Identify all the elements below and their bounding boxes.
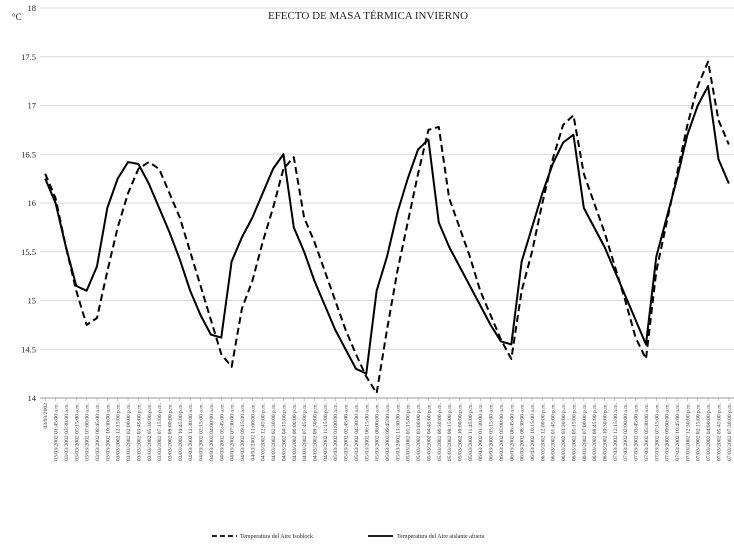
y-tick-label: 14.5 [21,344,36,354]
x-tick-label: 03/03/2002 [43,403,49,429]
x-tick-label: 04/03/2002 12:45:00 p.m. [261,402,267,461]
y-axis-tick-labels: 14 14.5 15 15.5 16 16.5 17 17.5 18 [21,3,37,403]
x-tick-label: 07/03/2002 02:00:00 a.m. [623,402,629,460]
x-tick-label: 07/03/2002 05:45:00 p.m. [716,402,722,461]
y-tick-label: 15.5 [21,247,36,257]
gridlines [40,7,734,399]
x-tick-label: 05/03/2002 06:30:00 p.m. [437,402,443,461]
x-tick-label: 06/03/2002 05:15:00 p.m. [571,402,577,461]
x-tick-label: 06/03/2002 10:30:00 p.m. [603,402,609,461]
legend-label-isoblock: Temperatura del Aire Isoblock [240,534,313,540]
x-tick-label: 07/03/2002 12:30:00 p.m. [685,402,691,461]
chart-title: EFECTO DE MASA TÉRMICA INVIERNO [268,10,468,22]
x-tick-label: 07/03/2002 07:15:00 a.m. [654,402,660,460]
x-tick-label: 06/03/2002 08:30:00 a.m. [520,402,526,460]
x-tick-label: 04/03/2002 11:15:00 p.m. [323,402,329,461]
x-tick-label: 04/03/2002 06:00:00 p.m. [292,402,298,461]
x-tick-label: 07/03/2002 09:00:00 a.m. [665,402,671,460]
x-axis-tick-labels: 03/03/2002 03/03/2002 01:45:00 a.m. 03/03/… [43,398,733,461]
series-line-aislante-afuera [44,85,730,375]
y-tick-label: 16 [28,198,37,208]
x-tick-label: 03/03/2002 05:30:00 p.m. [147,402,153,461]
x-tick-label: 07/03/2002 10:45:00 a.m. [675,402,681,460]
x-tick-label: 04/03/2002 07:45:00 p.m. [302,402,308,461]
x-tick-label: 03/03/2002 05:15:00 a.m. [74,402,80,460]
y-tick-label: 17.5 [21,52,36,62]
x-tick-label: 04/03/2002 04:00:00 a.m. [209,402,215,460]
x-tick-label: 03/03/2002 10:30:00 a.m. [105,402,111,460]
x-tick-label: 05/03/2002 11:30:00 a.m. [395,402,401,460]
y-tick-label: 14 [28,393,37,403]
y-axis-unit-label: °C [12,12,22,22]
x-tick-label: 06/03/2002 03:30:00 p.m. [561,402,567,461]
x-tick-label: 03/03/2002 03:30:00 a.m. [64,402,70,460]
x-tick-label: 05/03/2002 09:45:00 a.m. [385,402,391,460]
x-tick-label: 03/03/2002 07:00:00 a.m. [85,402,91,460]
x-tick-label: 03/03/2002 12:15:00 p.m. [116,402,122,461]
x-tick-label: 04/03/2002 02:30:00 p.m. [271,402,277,461]
x-tick-label: 04/03/2002 09:30:00 p.m. [312,402,318,461]
x-tick-label: 05/03/2002 02:45:00 a.m. [344,402,350,460]
x-tick-label: 03/03/2002 03:45:00 p.m. [136,402,142,461]
x-tick-label: 07/03/2002 04:00:00 p.m. [706,402,712,461]
y-tick-label: 16.5 [21,149,36,159]
y-tick-label: 18 [28,3,37,13]
x-tick-label: 06/03/2002 07:00:00 p.m. [582,402,588,461]
x-tick-label: 05/03/2002 10:00:00 p.m. [458,402,464,461]
x-tick-label: 05/03/2002 01:00:00 a.m. [333,402,339,460]
x-tick-label: 03/03/2002 09:00:00 p.m. [167,402,173,461]
x-tick-label: 07/03/2002 02:15:00 p.m. [696,402,702,461]
y-tick-label: 15 [28,296,37,306]
x-tick-label: 06/03/2002 01:30:00 a.m. [478,402,484,460]
x-tick-label: 03/03/2002 07:15:00 p.m. [157,402,163,461]
x-tick-label: 04/03/2002 05:45:00 a.m. [219,402,225,460]
series-line-isoblock [44,60,730,395]
x-tick-label: 05/03/2002 03:00:00 p.m. [416,402,422,461]
x-tick-label: 03/03/2002 02:00:00 p.m. [126,402,132,461]
x-tick-label: 06/03/2002 06:45:00 a.m. [509,402,515,460]
x-tick-label: 04/03/2002 04:15:00 p.m. [281,402,287,461]
x-tick-label: 06/03/2002 03:15:00 a.m. [489,402,495,460]
x-tick-label: 06/03/2002 01:45:00 p.m. [551,402,557,461]
x-tick-label: 04/03/2002 07:30:00 a.m. [230,402,236,460]
legend-label-aislante: Temperatura del Aire aislante afuera [397,533,485,540]
x-tick-label: 05/03/2002 04:30:00 a.m. [354,402,360,460]
x-tick-label: 03/03/2002 10:45:00 p.m. [178,402,184,461]
x-tick-label: 04/03/2002 11:00:00 a.m. [250,402,256,460]
x-tick-label: 07/03/2002 12:15:00 a.m. [613,402,619,460]
x-tick-label: 06/03/2002 12:00:00 p.m. [540,402,546,461]
x-tick-label: 06/03/2002 10:15:00 a.m. [530,402,536,460]
x-tick-label: 04/03/2002 12:30:00 a.m. [188,402,194,460]
x-tick-label: 04/03/2002 09:15:00 a.m. [240,402,246,460]
x-tick-label: 05/03/2002 11:45:00 p.m. [468,402,474,461]
x-tick-label: 07/03/2002 05:30:00 a.m. [644,402,650,460]
x-tick-label: 03/03/2002 08:45:00 a.m. [95,402,101,460]
x-tick-label: 05/03/2002 01:15:00 p.m. [406,402,412,461]
x-tick-label: 05/03/2002 08:15:00 p.m. [447,402,453,461]
x-tick-label: 05/03/2002 04:45:00 p.m. [426,402,432,461]
x-tick-label: 07/03/2002 07:30:00 p.m. [727,402,733,461]
x-tick-label: 04/03/2002 02:15:00 a.m. [199,402,205,460]
legend: Temperatura del Aire Isoblock Temperatur… [212,533,485,540]
x-tick-label: 05/03/2002 08:00:00 a.m. [375,402,381,460]
x-tick-label: 07/03/2002 03:45:00 a.m. [634,402,640,460]
y-tick-label: 17 [28,101,37,111]
x-tick-label: 06/03/2002 05:00:00 a.m. [499,402,505,460]
x-tick-label: 03/03/2002 01:45:00 a.m. [54,402,60,460]
series-lines [44,60,730,395]
x-tick-label: 06/03/2002 08:45:00 p.m. [592,402,598,461]
x-tick-label: 05/03/2002 06:15:00 a.m. [364,402,370,460]
